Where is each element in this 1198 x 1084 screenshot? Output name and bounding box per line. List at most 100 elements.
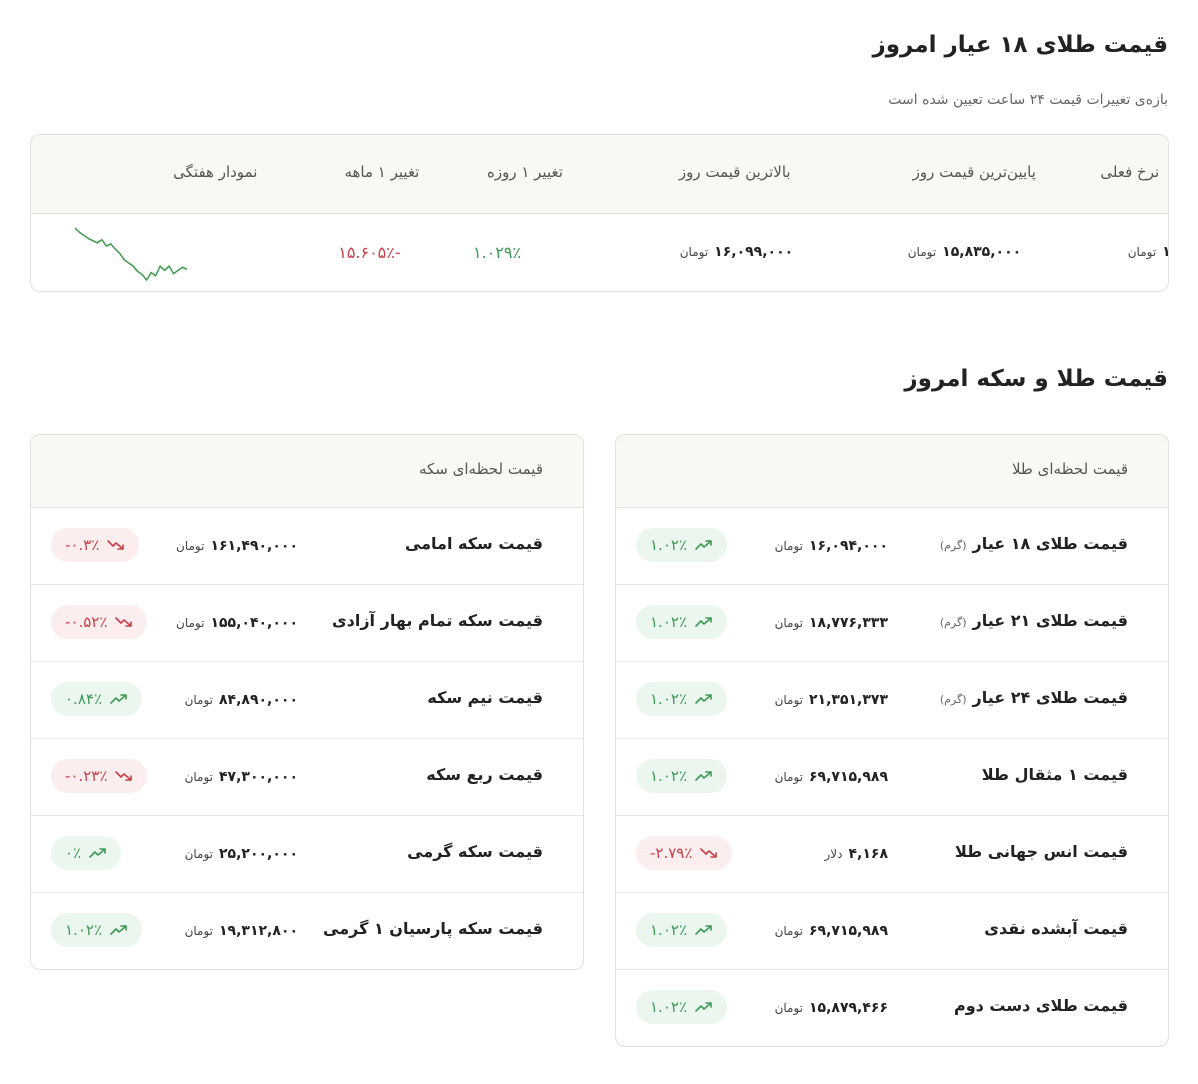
coin-card: قیمت لحظه‌ای سکه قیمت سکه امامی ۱۶۱,۴۹۰,۰… xyxy=(30,434,584,970)
coin-list: قیمت سکه امامی ۱۶۱,۴۹۰,۰۰۰تومان -۰.۳٪ قیمت … xyxy=(31,508,583,969)
price: ۴۷,۳۰۰,۰۰۰ xyxy=(219,769,298,785)
price-row: قیمت ربع سکه ۴۷,۳۰۰,۰۰۰ تومان -۰.۲۳٪ xyxy=(31,739,583,816)
change: -۰.۳٪ xyxy=(65,536,100,554)
unit: تومان xyxy=(774,1001,803,1015)
summary-header: نرخ فعلی پایین‌ترین قیمت روز بالاترین قیمت… xyxy=(31,135,1168,214)
price-row: قیمت طلای ۱۸ عیار (گرم) ۱۶,۰۹۴,۰۰۰ تومان ۱.۰… xyxy=(616,508,1168,585)
change: ۰.۸۴٪ xyxy=(65,690,102,708)
item-name: قیمت نیم سکه xyxy=(427,688,543,707)
price: ۸۴,۸۹۰,۰۰۰ xyxy=(219,692,298,708)
trend-icon xyxy=(695,771,712,781)
price: ۱۸,۷۷۶,۳۳۳ xyxy=(809,615,888,631)
card-header: قیمت لحظه‌ای سکه xyxy=(31,435,583,508)
price-cell: ۴۷,۳۰۰,۰۰۰ تومان xyxy=(185,766,298,785)
unit: تومان xyxy=(184,770,213,784)
column-header: تغییر ۱ ماهه xyxy=(344,163,420,181)
arrow xyxy=(700,848,718,858)
trend-icon xyxy=(110,925,127,935)
unit: تومان xyxy=(907,245,937,259)
price: ۴,۱۶۸ xyxy=(848,846,889,862)
trend-icon xyxy=(695,540,712,550)
change-badge: ۱.۰۲٪ xyxy=(51,913,142,947)
label: قیمت ربع سکه xyxy=(426,765,543,784)
item-name: قیمت طلای ۲۴ عیار (گرم) xyxy=(940,688,1128,707)
change-badge: ۰.۸۴٪ xyxy=(51,682,142,716)
price-row: قیمت سکه گرمی ۲۵,۲۰۰,۰۰۰ تومان ۰٪ xyxy=(31,816,583,893)
unit: تومان xyxy=(184,847,213,861)
unit-note: (گرم) xyxy=(939,693,967,706)
item-name: قیمت سکه پارسیان ۱ گرمی xyxy=(323,919,543,938)
unit: تومان xyxy=(774,616,803,630)
section-title: قیمت طلا و سکه امروز xyxy=(904,366,1168,392)
weekly-chart xyxy=(74,227,188,282)
change-badge: ۱.۰۲٪ xyxy=(636,528,727,562)
price: ۶۹,۷۱۵,۹۸۹ xyxy=(809,769,888,785)
change-badge: ۱.۰۲٪ xyxy=(636,990,727,1024)
arrow xyxy=(110,925,127,935)
change: ۱.۰۲٪ xyxy=(650,921,687,939)
trend-icon xyxy=(115,771,133,781)
arrow xyxy=(695,694,712,704)
price-cell: ۶۹,۷۱۵,۹۸۹ تومان xyxy=(775,920,888,939)
unit: تومان xyxy=(774,693,803,707)
change: ۱.۰۲٪ xyxy=(650,536,687,554)
price-row: قیمت طلای ۲۱ عیار (گرم) ۱۸,۷۷۶,۳۳۳ تومان ۱.۰… xyxy=(616,585,1168,662)
trend-icon xyxy=(110,694,127,704)
price-cell: ۱۵۵,۰۴۰,۰۰۰ تومان xyxy=(176,612,298,631)
unit: تومان xyxy=(176,616,205,630)
price-cell: ۱۸,۷۷۶,۳۳۳ تومان xyxy=(775,612,888,631)
price-cell: ۱۵,۸۳۵,۰۰۰ تومان xyxy=(908,244,1021,260)
page-title: قیمت طلای ۱۸ عیار امروز xyxy=(872,32,1168,58)
price-row: قیمت طلای ۲۴ عیار (گرم) ۲۱,۳۵۱,۳۷۳ تومان ۱.۰… xyxy=(616,662,1168,739)
unit: تومان xyxy=(774,924,803,938)
price-row: قیمت سکه تمام بهار آزادی ۱۵۵,۰۴۰,۰۰۰ تومان… xyxy=(31,585,583,662)
trend-icon xyxy=(89,848,106,858)
arrow xyxy=(695,771,712,781)
price-cell: ۱۶۱,۴۹۰,۰۰۰ تومان xyxy=(176,535,298,554)
column-header: نرخ فعلی xyxy=(1100,163,1160,181)
unit: تومان xyxy=(176,539,205,553)
item-name: قیمت سکه تمام بهار آزادی xyxy=(332,611,543,630)
unit: تومان xyxy=(184,693,213,707)
item-name: قیمت طلای ۱۸ عیار (گرم) xyxy=(940,534,1128,553)
price: ۲۱,۳۵۱,۳۷۳ xyxy=(809,692,888,708)
price: ۱۵,۸۷۹,۴۶۶ xyxy=(809,1000,888,1016)
label: قیمت انس جهانی طلا xyxy=(954,842,1128,861)
arrow xyxy=(115,617,133,627)
column-header: تغییر ۱ روزه xyxy=(486,163,563,181)
unit: تومان xyxy=(679,245,709,259)
price-cell: ۸۴,۸۹۰,۰۰۰ تومان xyxy=(185,689,298,708)
price-row: قیمت نیم سکه ۸۴,۸۹۰,۰۰۰ تومان ۰.۸۴٪ xyxy=(31,662,583,739)
column-header: بالاترین قیمت روز xyxy=(678,163,791,181)
summary-row: ۱۶,۰۹۴,۰۰۰تومان۱۵,۸۳۵,۰۰۰تومان۱۶,۰۹۹,۰۰۰… xyxy=(31,214,1168,291)
label: قیمت آبشده نقدی xyxy=(984,919,1128,938)
unit: تومان xyxy=(774,770,803,784)
price-cell: ۲۱,۳۵۱,۳۷۳ تومان xyxy=(775,689,888,708)
label: قیمت طلای ۱۸ عیار xyxy=(972,534,1128,553)
price: ۱۵۵,۰۴۰,۰۰۰ xyxy=(210,615,298,631)
trend-icon xyxy=(700,848,718,858)
gold-list: قیمت طلای ۱۸ عیار (گرم) ۱۶,۰۹۴,۰۰۰ تومان ۱.۰… xyxy=(616,508,1168,1046)
item-name: قیمت طلای ۲۱ عیار (گرم) xyxy=(940,611,1128,630)
gold-card: قیمت لحظه‌ای طلا قیمت طلای ۱۸ عیار (گرم) ۱… xyxy=(615,434,1169,1047)
price: ۱۹,۳۱۲,۸۰۰ xyxy=(219,923,298,939)
price: ۶۹,۷۱۵,۹۸۹ xyxy=(809,923,888,939)
price: ۱۶,۰۹۹,۰۰۰ xyxy=(714,244,794,260)
unit: دلار xyxy=(824,847,843,861)
price-row: قیمت انس جهانی طلا ۴,۱۶۸ دلار -۲.۷۹٪ xyxy=(616,816,1168,893)
change-badge: ۱.۰۲٪ xyxy=(636,913,727,947)
card-header: قیمت لحظه‌ای طلا xyxy=(616,435,1168,508)
change-badge: ۰٪ xyxy=(51,836,122,870)
change: ۱.۰۲٪ xyxy=(650,690,687,708)
change-badge: ۱.۰۲٪ xyxy=(636,682,727,716)
column-header: پایین‌ترین قیمت روز xyxy=(912,163,1036,181)
arrow xyxy=(695,540,712,550)
price-cell: ۱۹,۳۱۲,۸۰۰ تومان xyxy=(185,920,298,939)
change-badge: -۲.۷۹٪ xyxy=(636,836,733,870)
price-cell: ۶۹,۷۱۵,۹۸۹ تومان xyxy=(775,766,888,785)
column-header: نمودار هفتگی xyxy=(173,163,258,181)
trend-icon xyxy=(695,925,712,935)
unit: تومان xyxy=(1127,245,1157,259)
change: -۲.۷۹٪ xyxy=(650,844,693,862)
price-cell: ۲۵,۲۰۰,۰۰۰ تومان xyxy=(185,843,298,862)
